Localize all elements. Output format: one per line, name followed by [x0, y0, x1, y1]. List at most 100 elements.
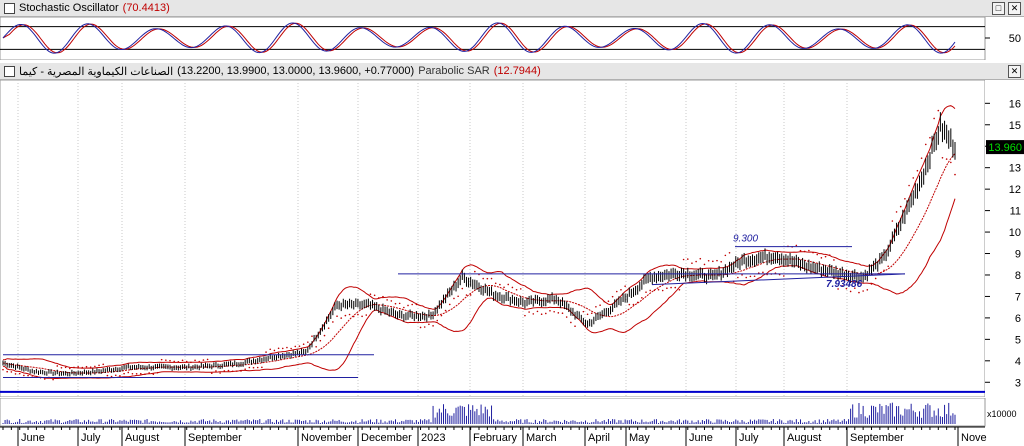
sar-dot — [507, 283, 510, 286]
sar-dot — [206, 358, 209, 361]
sar-dot — [27, 374, 29, 377]
sar-dot — [357, 313, 359, 316]
y-tick-label: 15 — [1009, 120, 1021, 132]
sar-dot — [311, 335, 313, 337]
sar-dot — [240, 370, 242, 372]
sar-dot — [160, 358, 163, 361]
last-price-label: 13.960 — [988, 142, 1022, 154]
sar-dot — [586, 313, 589, 316]
sar-dot — [482, 277, 484, 280]
sar-dot — [152, 373, 155, 375]
sar-dot — [332, 321, 334, 323]
sar-dot — [453, 297, 455, 300]
sar-dot — [812, 251, 814, 254]
sar-dot — [590, 312, 593, 315]
sar-dot — [190, 361, 192, 364]
sar-dot — [390, 300, 393, 302]
volume-chart: x10000 June July August September November Dec… — [0, 398, 1024, 446]
sar-dot — [2, 368, 4, 371]
sar-dot — [574, 325, 576, 328]
pane-handle-icon[interactable] — [4, 65, 15, 77]
sar-dot — [440, 314, 443, 317]
sar-dot — [419, 326, 422, 329]
sar-dot — [361, 315, 363, 318]
sar-dot — [486, 277, 489, 280]
sar-dot — [340, 317, 343, 319]
y-tick-label: 5 — [1015, 334, 1021, 346]
sar-dot — [411, 303, 413, 306]
stoch-k-line — [2, 22, 956, 54]
sar-dot — [866, 289, 869, 291]
sar-dot — [448, 303, 451, 306]
sar-dot — [365, 314, 368, 316]
sar-dot — [862, 290, 864, 292]
sar-dot — [461, 287, 464, 290]
stochastic-plot: 50 — [0, 17, 1021, 60]
sar-dot — [369, 293, 372, 296]
sar-dot — [783, 275, 785, 277]
sar-dot — [820, 257, 823, 259]
sar-dot — [853, 287, 856, 289]
sar-dot — [215, 370, 217, 372]
sar-dot — [436, 319, 439, 322]
stochastic-pane: Stochastic Oscillator (70.4413) □ ✕ 50 — [0, 0, 1024, 60]
sar-dot — [236, 370, 238, 372]
last-price-tag — [986, 140, 1024, 155]
sar-dot — [302, 343, 305, 346]
month-label: July — [739, 432, 759, 444]
annotation-high: 9.300 — [733, 234, 758, 245]
close-pane-button[interactable]: ✕ — [1008, 65, 1021, 78]
stochastic-header: Stochastic Oscillator (70.4413) — [0, 0, 1024, 17]
restore-pane-button[interactable]: □ — [992, 2, 1005, 15]
sar-dot — [110, 375, 113, 378]
sar-dot — [6, 370, 8, 373]
sar-dot — [636, 301, 639, 304]
sar-dot — [941, 156, 944, 159]
sar-dot — [123, 372, 125, 375]
sar-dot — [607, 300, 610, 303]
sar-dot — [336, 315, 338, 318]
ohlc-values: (13.2200, 13.9900, 13.0000, 13.9600, +0.… — [177, 65, 415, 77]
sar-dot — [666, 287, 668, 289]
sar-dot — [728, 251, 731, 254]
y-tick-label: 9 — [1015, 249, 1021, 261]
sar-dot — [540, 313, 543, 316]
sar-dot — [950, 161, 952, 164]
sar-dot — [277, 347, 280, 350]
sar-dot — [348, 313, 351, 316]
sar-dot — [570, 321, 572, 324]
pane-handle-icon[interactable] — [4, 2, 15, 14]
sar-dot — [716, 259, 718, 262]
sar-dot — [620, 288, 622, 291]
sar-dot — [398, 302, 401, 305]
sar-dot — [139, 372, 142, 375]
sar-dot — [695, 260, 697, 263]
sar-dot — [937, 109, 940, 112]
sar-dot — [841, 285, 844, 287]
sar-dot — [256, 366, 259, 369]
upper-band-line — [2, 105, 956, 369]
sar-dot — [64, 366, 67, 369]
sar-dot — [920, 157, 923, 159]
sar-dot — [628, 303, 631, 306]
sar-dot — [699, 257, 702, 260]
sar-dot — [670, 286, 672, 289]
sar-dot — [712, 260, 714, 263]
sar-dot — [833, 259, 835, 261]
sar-dot — [127, 371, 130, 374]
y-tick-label: 7 — [1015, 291, 1021, 303]
sar-dot — [307, 341, 309, 343]
sar-dot — [849, 290, 852, 293]
sar-dot — [469, 294, 472, 296]
instrument-name: الصناعات الكيماوية المصرية - كيما — [19, 65, 174, 78]
sar-dot — [528, 311, 530, 313]
sar-dot — [23, 374, 25, 377]
close-pane-button[interactable]: ✕ — [1008, 2, 1021, 15]
month-label: February — [473, 432, 518, 444]
sar-dot — [319, 339, 322, 342]
sar-dot — [582, 310, 585, 313]
sar-dot — [403, 306, 405, 309]
sar-dot — [269, 348, 272, 351]
sar-dot — [386, 299, 388, 301]
